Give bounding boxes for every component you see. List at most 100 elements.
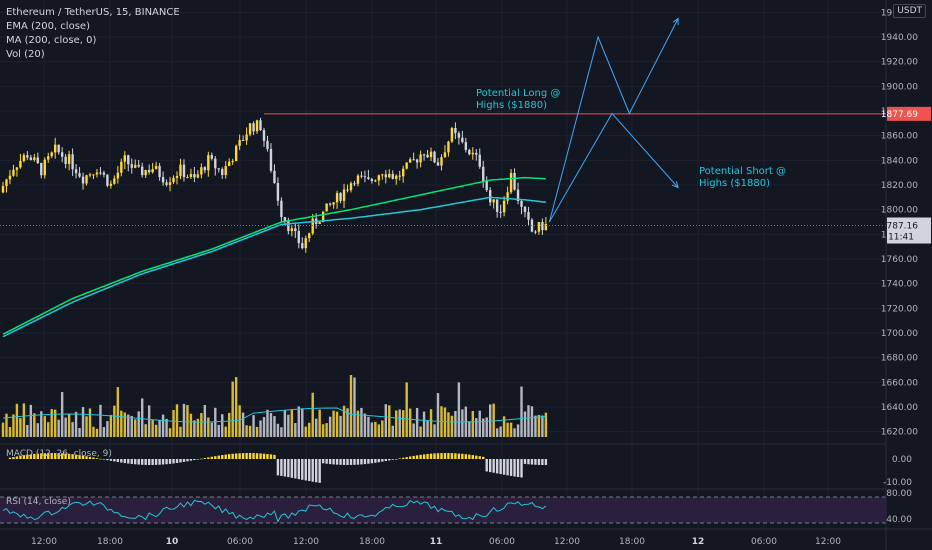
moving-average-lines [2,176,546,338]
time-tick-label: 11 [430,537,443,547]
candle-body [290,228,294,232]
macd-histogram-bar [50,453,53,459]
volume-bar [485,417,488,437]
macd-label: MACD (12, 26, close, 9) [6,449,112,459]
macd-histogram-bar [318,459,321,483]
volume-bar [315,418,318,437]
volume-bar [475,418,478,437]
vol-legend[interactable]: Vol (20) [6,49,45,60]
candle-body [106,174,109,186]
volume-bar [287,414,290,437]
symbol-title[interactable]: Ethereum / TetherUS, 15, BINANCE [6,7,180,18]
volume-bar [374,421,377,437]
volume-bar [356,410,360,437]
time-tick-label: 12:00 [293,537,319,547]
candle-body [384,174,387,178]
candle-body [116,172,120,179]
macd-histogram-bar [144,459,147,465]
volume-bar [109,414,113,437]
candle-body [193,174,196,178]
volume-bar [353,377,356,437]
volume-bar [339,415,342,437]
volume-bar [273,416,276,437]
macd-histogram-bar [367,459,370,464]
volume-bar [308,422,311,437]
candle-body [22,155,26,162]
volume-bar [78,428,81,437]
candle-body [489,190,492,203]
volume-bar [527,405,530,437]
volume-bar [405,382,408,437]
macd-histogram-bar [113,459,116,462]
candle-body [151,169,154,173]
volume-bar [304,426,307,437]
ema-line [2,176,546,335]
candle-body [26,155,29,158]
macd-histogram-bar [461,453,464,459]
candle-body [301,243,304,249]
volume-bar [175,404,179,437]
candle-body [482,166,485,181]
candle-body [541,222,544,231]
candle-body [182,164,186,178]
candle-body [158,165,161,177]
macd-histogram-bar [384,459,387,462]
volume-bar [245,425,248,437]
macd-histogram-bar [294,459,297,479]
macd-histogram-bar [228,454,231,459]
macd-histogram-bar [95,458,99,459]
candle-body [71,154,74,170]
macd-histogram-bar [395,459,398,460]
candle-body [186,176,189,178]
candle-body [207,155,210,171]
macd-histogram-bar [516,459,520,478]
short-annotation-line1: Potential Short @ [699,166,787,177]
volume-bar [151,420,154,437]
macd-tick-label: 0.00 [892,455,912,465]
time-tick-label: 12:00 [815,537,841,547]
candle-body [127,155,130,165]
ma-line [2,196,546,338]
volume-bar [367,416,370,437]
volume-bar [259,420,262,437]
volume-bar [234,377,238,437]
ma-legend[interactable]: MA (200, close, 0) [6,35,97,46]
candle-body [141,166,144,176]
candle-body [450,128,454,142]
volume-bar [537,414,541,437]
currency-unit[interactable]: USDT [893,4,926,18]
price-tick-label: 1940.00 [881,33,918,43]
short-annotation-line2: Highs ($1880) [699,178,770,189]
macd-histogram-bar [534,459,537,465]
macd-histogram-bar [273,454,276,459]
macd-histogram-bar [29,454,33,459]
candle-body [367,177,370,179]
candle-body [495,199,499,212]
candle-body [74,169,78,174]
time-tick-label: 18:00 [619,537,645,547]
price-tick-label: 1800.00 [881,206,918,216]
time-tick-label: 12:00 [554,537,580,547]
volume-bar [207,417,210,437]
volume-bar [402,410,405,437]
volume-bar [294,423,297,437]
candle-body [238,140,241,146]
candle-body [332,202,335,205]
macd-histogram-bar [116,459,120,463]
macd-histogram-bar [433,453,436,459]
candle-body [422,154,426,156]
macd-histogram-bar [15,456,19,459]
volume-bar [429,409,433,437]
macd-histogram-bar [447,453,450,459]
candle-body [370,178,374,181]
candle-body [120,161,123,173]
candle-body [50,152,53,157]
macd-histogram-bar [489,459,492,473]
candle-body [234,145,238,162]
volume-bar [499,426,502,437]
candle-body [217,168,220,170]
ema-legend[interactable]: EMA (200, close) [6,21,90,32]
macd-histogram-bar [360,459,363,465]
macd-histogram-bar [478,456,481,459]
